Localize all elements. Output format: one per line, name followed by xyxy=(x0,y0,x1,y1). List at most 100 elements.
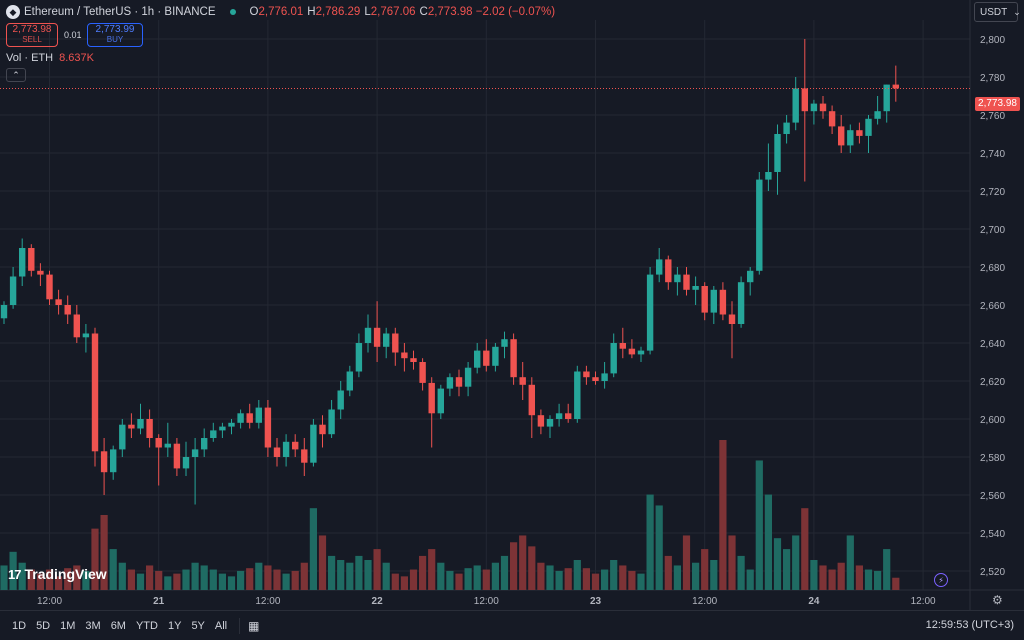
range-6m[interactable]: 6M xyxy=(110,619,126,632)
volume-bar xyxy=(510,542,518,590)
volume-legend[interactable]: Vol · ETH 8.637K xyxy=(6,52,94,64)
candle-body xyxy=(574,371,581,419)
volume-bar xyxy=(764,494,772,590)
collapse-legend-button[interactable]: ⌃ xyxy=(6,68,26,82)
candle-body xyxy=(264,407,272,448)
volume-bar xyxy=(373,549,381,590)
candle-body xyxy=(819,103,827,112)
volume-bar xyxy=(355,555,363,590)
range-all[interactable]: All xyxy=(214,619,228,632)
x-tick-label: 12:00 xyxy=(474,596,499,607)
candle-body xyxy=(373,327,381,347)
volume-bar xyxy=(482,569,490,590)
calendar-icon[interactable]: ▦ xyxy=(248,618,260,633)
volume-bar xyxy=(773,538,782,590)
volume-bar xyxy=(155,570,163,590)
volume-bar xyxy=(382,562,390,590)
volume-bar xyxy=(237,570,245,590)
last-price-label: 2,773.98 xyxy=(975,97,1020,111)
ohlc-open-key: O xyxy=(249,6,259,18)
ohlc-open-value: 2,776.01 xyxy=(258,6,304,18)
candle-body xyxy=(228,422,235,427)
volume-bar xyxy=(73,565,81,590)
volume-bar xyxy=(746,569,754,590)
candle-body xyxy=(828,111,836,127)
range-ytd[interactable]: YTD xyxy=(135,619,158,632)
volume-bar xyxy=(428,549,436,590)
volume-bar xyxy=(637,573,645,590)
candle-body xyxy=(555,413,563,419)
volume-label: Vol · ETH xyxy=(6,52,54,64)
candle-body xyxy=(719,289,727,315)
range-5y[interactable]: 5Y xyxy=(191,619,205,632)
currency-selector[interactable]: USDT ⌄ xyxy=(974,2,1021,22)
range-1y[interactable]: 1Y xyxy=(167,619,182,632)
candle-body xyxy=(665,259,672,283)
candle-body xyxy=(237,413,244,423)
range-1m[interactable]: 1M xyxy=(60,619,76,632)
symbol-title[interactable]: Ethereum / TetherUS · 1h · BINANCE xyxy=(24,6,216,18)
candle-body xyxy=(892,84,899,89)
candle-body xyxy=(191,449,199,457)
volume-bar xyxy=(837,562,845,590)
candle-body xyxy=(692,286,699,290)
candle-body xyxy=(46,274,53,300)
currency-label: USDT xyxy=(980,6,1008,18)
volume-bar xyxy=(446,570,454,590)
volume-bar xyxy=(519,535,527,590)
candle-body xyxy=(501,339,508,347)
candle-body xyxy=(874,111,881,119)
candle-body xyxy=(455,377,463,387)
spread-value: 0.01 xyxy=(64,30,82,40)
sell-label: SELL xyxy=(22,35,42,44)
candle-body xyxy=(100,451,108,473)
candle-body xyxy=(883,84,890,112)
candle-body xyxy=(119,424,126,450)
volume-bar xyxy=(846,535,854,590)
candle-body xyxy=(528,384,535,416)
volume-bar xyxy=(892,577,900,590)
volume-bar xyxy=(164,576,172,590)
range-3m[interactable]: 3M xyxy=(85,619,101,632)
volume-bar xyxy=(127,569,135,590)
sell-price: 2,773.98 xyxy=(12,24,52,35)
x-tick-label: 12:00 xyxy=(911,596,936,607)
volume-bar xyxy=(500,555,509,590)
volume-bar xyxy=(855,565,863,590)
volume-bar xyxy=(200,565,208,590)
candle-body xyxy=(464,367,472,387)
volume-bar xyxy=(792,535,800,590)
timezone-clock[interactable]: 12:59:53 (UTC+3) xyxy=(925,619,1014,631)
volume-bar xyxy=(783,549,791,590)
volume-bar xyxy=(610,560,618,590)
candle-body xyxy=(601,373,608,381)
range-1d[interactable]: 1D xyxy=(12,619,27,632)
candle-body xyxy=(173,443,181,469)
candle-body xyxy=(419,362,426,383)
volume-bar xyxy=(9,551,17,590)
volume-bar xyxy=(18,562,26,590)
volume-bar xyxy=(227,576,236,590)
candle-body xyxy=(182,457,190,469)
candle-body xyxy=(783,122,790,134)
candle-body xyxy=(674,274,681,283)
price-chart[interactable]: 2,520 2,540 2,560 2,580 2,600 2,620 2,640 2,660… xyxy=(0,0,1024,610)
y-tick-label: 2,780 xyxy=(980,73,1005,84)
candle-body xyxy=(838,126,845,146)
buy-button[interactable]: 2,773.99 BUY xyxy=(87,23,143,47)
gear-icon[interactable]: ⚙ xyxy=(992,593,1003,607)
sell-button[interactable]: 2,773.98 SELL xyxy=(6,23,58,47)
candle-body xyxy=(546,419,554,427)
volume-bar xyxy=(801,508,809,590)
candle-body xyxy=(219,426,226,431)
tradingview-logo[interactable]: 17 TradingView xyxy=(8,566,107,582)
candle-body xyxy=(765,172,772,180)
candle-body xyxy=(301,449,308,463)
volume-bar xyxy=(819,565,827,590)
volume-bar xyxy=(573,560,581,590)
volume-bar xyxy=(728,535,736,590)
range-5d[interactable]: 5D xyxy=(36,619,51,632)
bolt-icon[interactable]: ⚡ xyxy=(934,573,948,587)
volume-bar xyxy=(655,505,663,590)
volume-bar xyxy=(601,569,609,590)
